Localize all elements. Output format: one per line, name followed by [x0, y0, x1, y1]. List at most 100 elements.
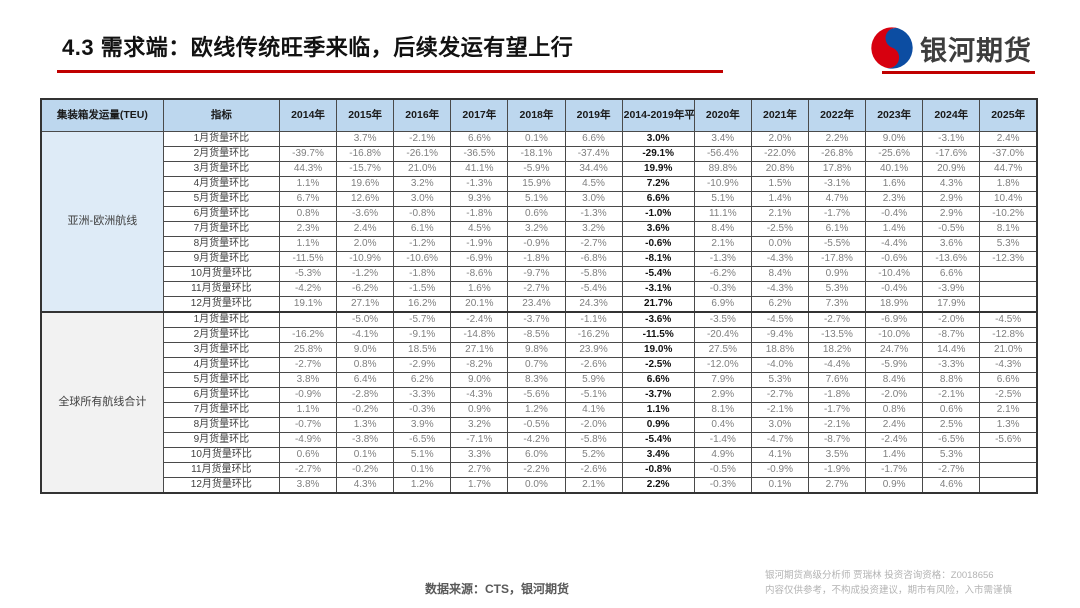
value-cell: -2.1% [807, 416, 867, 433]
value-cell: -1.9% [807, 461, 867, 478]
year-header-cell: 2016年 [393, 98, 452, 132]
row-label: 9月货量环比 [162, 250, 280, 267]
value-cell: -4.3% [979, 356, 1038, 373]
table-row: 亚洲-欧洲航线 1月货量环比 3.7% -2.1% 6.6% 0.1% 6.6% 3.0% 3.… [40, 130, 1038, 312]
avg-cell: -5.4% [621, 431, 695, 448]
title-underline [57, 70, 723, 73]
value-cell: -0.9% [507, 235, 566, 252]
row-group-label: 亚洲-欧洲航线 [40, 130, 164, 312]
value-cell: 5.3% [807, 280, 867, 297]
value-cell: 18.9% [865, 295, 924, 312]
value-cell: -3.6% [336, 205, 395, 222]
value-cell: 0.6% [507, 205, 566, 222]
value-cell: 0.0% [507, 476, 566, 493]
value-cell: -17.6% [922, 145, 981, 162]
table-row: 10月货量环比 -5.3% -1.2% -1.8% -8.6% -9.7% -5.8% -5.… [41, 265, 1038, 282]
value-cell: -2.5% [750, 220, 809, 237]
value-cell: -22.0% [750, 145, 809, 162]
value-cell: 9.8% [507, 341, 566, 358]
value-cell: 5.9% [564, 371, 623, 388]
row-label: 9月货量环比 [162, 431, 280, 448]
shipment-table-container: 集装箱发运量(TEU) 指标 2014年 2015年 2016年 2017年 2018年 20… [40, 98, 1038, 494]
avg-cell: 19.9% [621, 160, 695, 177]
avg-cell: -0.6% [621, 235, 695, 252]
value-cell: -2.1% [750, 401, 809, 418]
value-cell: 7.3% [807, 295, 867, 312]
value-cell: 16.2% [393, 295, 452, 312]
value-cell: 3.2% [450, 416, 509, 433]
value-cell: -2.6% [564, 461, 623, 478]
value-cell: -18.1% [507, 145, 566, 162]
value-cell: 34.4% [564, 160, 623, 177]
value-cell: -0.3% [393, 401, 452, 418]
value-cell: -5.1% [564, 386, 623, 403]
year-header-cell: 2025年 [979, 98, 1038, 132]
value-cell: -16.8% [336, 145, 395, 162]
value-cell: 7.9% [693, 371, 752, 388]
value-cell: 2.9% [693, 386, 752, 403]
value-cell: 3.2% [564, 220, 623, 237]
disclaimer-block: 银河期货高级分析师 贾瑞林 投资咨询资格：Z0018656 内容仅供参考，不构成… [765, 568, 1055, 598]
value-cell: -1.4% [693, 431, 752, 448]
table-row: 2月货量环比 -39.7% -16.8% -26.1% -36.5% -18.1% -37.… [41, 145, 1038, 162]
value-cell: 5.2% [564, 446, 623, 463]
value-cell: 3.3% [450, 446, 509, 463]
value-cell: 3.2% [507, 220, 566, 237]
value-cell: 1.4% [865, 446, 924, 463]
value-cell: 2.4% [979, 130, 1038, 147]
year-header-cell: 2014年 [278, 98, 338, 132]
company-logo: 银河期货 [870, 26, 1032, 70]
value-cell: 6.6% [450, 130, 509, 147]
row-label: 10月货量环比 [162, 446, 280, 463]
value-cell: 1.6% [450, 280, 509, 297]
value-cell: 5.3% [750, 371, 809, 388]
value-cell: -4.7% [750, 431, 809, 448]
value-cell: -3.7% [507, 310, 566, 328]
value-cell: 0.9% [450, 401, 509, 418]
row-label: 6月货量环比 [162, 205, 280, 222]
value-cell: -0.2% [336, 461, 395, 478]
value-cell: 17.8% [807, 160, 867, 177]
year-header-cell: 2023年 [865, 98, 924, 132]
value-cell: -1.3% [564, 205, 623, 222]
value-cell: 18.2% [807, 341, 867, 358]
value-cell: 4.3% [336, 476, 395, 493]
value-cell [278, 310, 338, 328]
value-cell: -6.5% [922, 431, 981, 448]
value-cell: 6.6% [922, 265, 981, 282]
value-cell: -2.1% [393, 130, 452, 147]
value-cell: 9.0% [865, 130, 924, 147]
value-cell: 1.1% [278, 175, 338, 192]
row-group-label: 全球所有航线合计 [40, 310, 164, 493]
value-cell: 21.0% [393, 160, 452, 177]
value-cell: 6.0% [507, 446, 566, 463]
value-cell: -2.7% [278, 356, 338, 373]
value-cell: 27.1% [450, 341, 509, 358]
value-cell: 19.1% [278, 295, 338, 312]
value-cell: -16.2% [564, 326, 623, 343]
value-cell: 4.6% [922, 476, 981, 493]
value-cell: 23.4% [507, 295, 566, 312]
year-header-cell: 2017年 [450, 98, 509, 132]
value-cell: 8.3% [507, 371, 566, 388]
value-cell: 0.0% [750, 235, 809, 252]
table-header-row: 集装箱发运量(TEU) 指标 2014年 2015年 2016年 2017年 2018年 20… [40, 98, 1038, 132]
value-cell: 6.2% [750, 295, 809, 312]
year-header-cell: 2014-2019年平均 [621, 98, 695, 132]
value-cell: 41.1% [450, 160, 509, 177]
value-cell: -0.5% [507, 416, 566, 433]
row-label: 12月货量环比 [162, 476, 280, 493]
value-cell: -0.9% [278, 386, 338, 403]
table-row: 11月货量环比 -2.7% -0.2% 0.1% 2.7% -2.2% -2.6% -0.8%… [41, 461, 1038, 478]
year-header-cell: 指标 [162, 98, 280, 132]
value-cell: -1.3% [450, 175, 509, 192]
table-row: 8月货量环比 -0.7% 1.3% 3.9% 3.2% -0.5% -2.0% 0.9% 0.4… [41, 416, 1038, 433]
value-cell: -12.8% [979, 326, 1038, 343]
value-cell: 15.9% [507, 175, 566, 192]
avg-cell: 19.0% [621, 341, 695, 358]
value-cell: 0.8% [336, 356, 395, 373]
value-cell: 2.9% [922, 205, 981, 222]
avg-cell: -3.1% [621, 280, 695, 297]
value-cell: 9.0% [450, 371, 509, 388]
value-cell: -2.0% [865, 386, 924, 403]
